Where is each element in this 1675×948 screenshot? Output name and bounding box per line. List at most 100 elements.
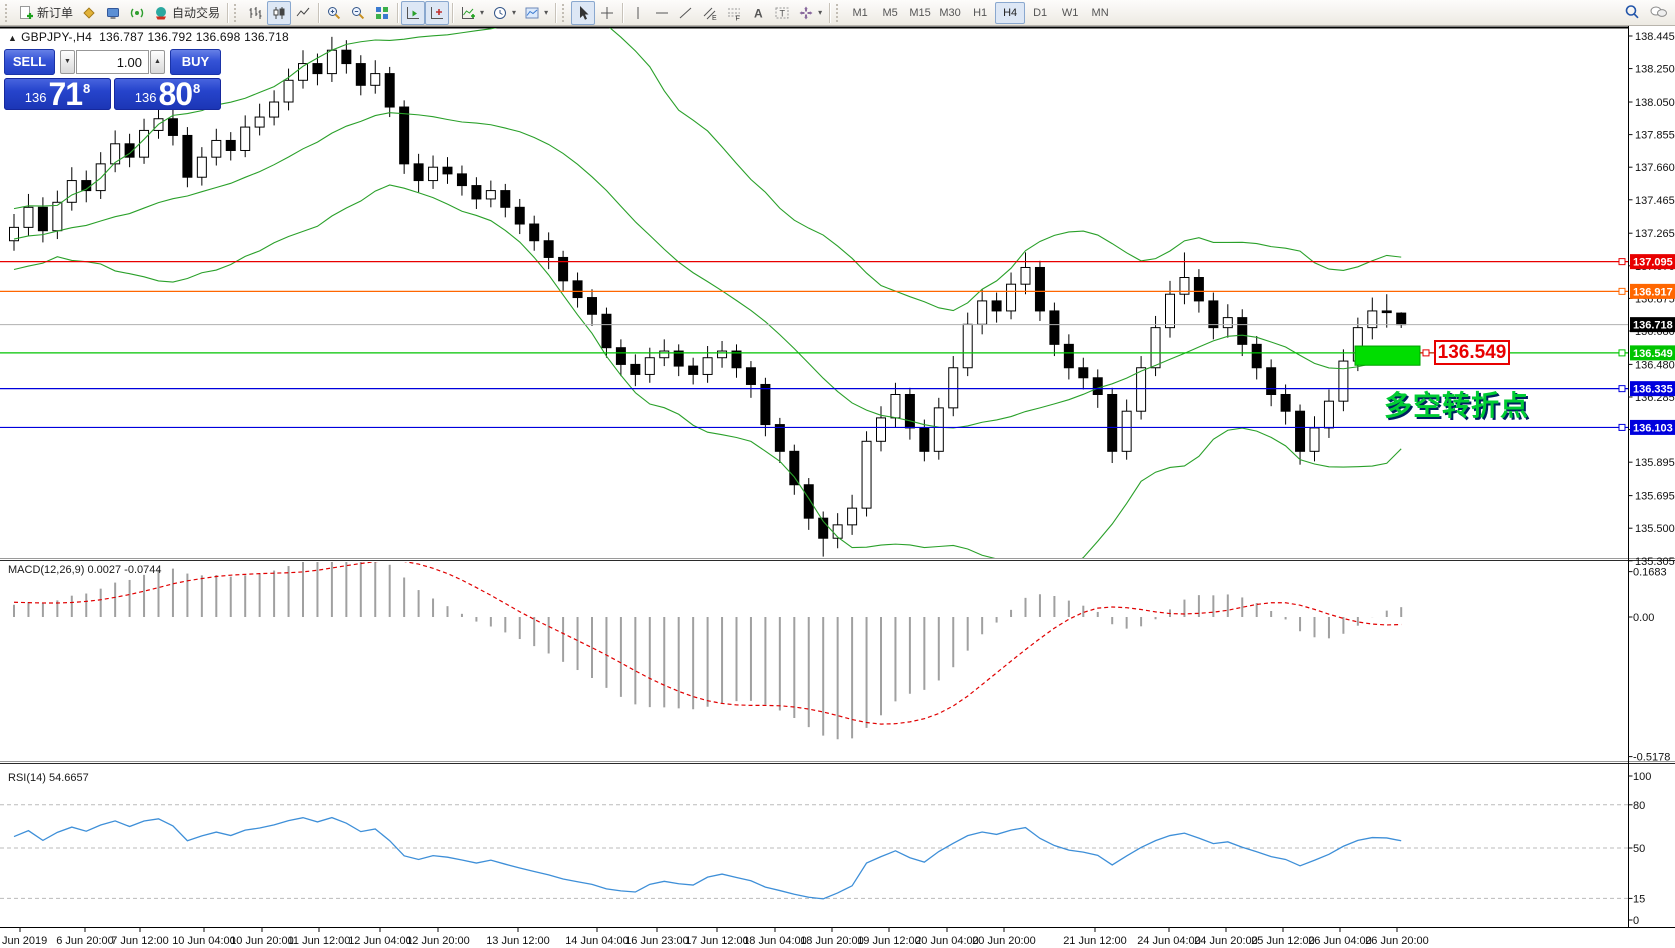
timeframe-M1[interactable]: M1 — [852, 6, 868, 19]
vertical-line-icon — [637, 6, 639, 19]
zoom-out-button[interactable] — [346, 1, 370, 25]
cursor-icon — [580, 5, 589, 20]
macd-signal-line — [13, 562, 1402, 725]
svg-text:14 Jun 04:00: 14 Jun 04:00 — [565, 935, 629, 947]
timeframe-MN[interactable]: MN — [1091, 6, 1109, 19]
macd-layer — [13, 562, 1403, 740]
chart-window[interactable]: 138.445 138.250 138.050 137.855 137.660 137.4… — [0, 26, 1675, 948]
signals-button[interactable] — [125, 1, 149, 25]
svg-text:137.465: 137.465 — [1635, 195, 1675, 207]
svg-text:135.695: 135.695 — [1635, 491, 1675, 503]
search-icon — [1625, 5, 1639, 19]
volume-decrease-button[interactable]: ▼ — [60, 50, 75, 74]
sell-price-prefix: 136 — [24, 90, 47, 105]
buy-price-button[interactable]: 136 80 8 — [114, 78, 221, 110]
styler-button[interactable] — [77, 1, 101, 25]
level-handle[interactable] — [1618, 423, 1626, 431]
chart-shift-button[interactable] — [425, 0, 450, 25]
bollinger-bands — [13, 28, 1402, 558]
volume-input[interactable] — [76, 50, 149, 74]
svg-text:6 Jun 2019: 6 Jun 2019 — [0, 935, 47, 947]
svg-text:137.095: 137.095 — [1633, 257, 1673, 269]
rsi-layer — [13, 816, 1402, 900]
candlestick-mode-button[interactable] — [267, 0, 292, 25]
text-tool-button[interactable]: A — [746, 1, 770, 25]
sell-price-button[interactable]: 136 71 8 — [4, 78, 111, 110]
level-handle[interactable] — [1618, 349, 1626, 357]
new-order-button[interactable]: 新订单 — [14, 1, 77, 25]
price-axis: 138.445 138.250 138.050 137.855 137.660 137.4… — [1628, 31, 1675, 927]
zoom-in-icon — [328, 6, 341, 19]
ohlc-low: 136.698 — [195, 30, 241, 44]
bar-chart-mode-button[interactable] — [243, 1, 267, 25]
price-tag-annotation[interactable]: 136.549 — [1434, 340, 1510, 365]
buy-price-big: 80 — [158, 76, 193, 112]
axis-label-136.917 — [1630, 283, 1675, 299]
crosshair-tool-button[interactable] — [595, 1, 619, 25]
channel-tool-button[interactable]: E — [698, 1, 722, 25]
bar-chart-icon — [249, 6, 262, 19]
zoom-out-icon — [352, 6, 365, 19]
timeframe-H1[interactable]: H1 — [973, 6, 988, 19]
toolbar: 新订单 自动交易 — [0, 0, 1675, 26]
svg-text:136.335: 136.335 — [1633, 384, 1673, 396]
tile-windows-icon — [376, 6, 389, 19]
arrows-caret: ▾ — [818, 8, 823, 17]
periods-button[interactable]: ▾ — [488, 1, 520, 25]
svg-text:12 Jun 20:00: 12 Jun 20:00 — [406, 935, 470, 947]
indicators-button[interactable]: ▾ — [456, 1, 488, 25]
svg-text:25 Jun 12:00: 25 Jun 12:00 — [1251, 935, 1315, 947]
svg-text:0.1683: 0.1683 — [1633, 567, 1667, 579]
collapse-arrow-icon[interactable]: ▲ — [8, 33, 18, 43]
tile-windows-button[interactable] — [370, 1, 394, 25]
terminal-button[interactable] — [101, 1, 125, 25]
fibonacci-tool-button[interactable]: F — [722, 1, 746, 25]
vertical-line-tool-button[interactable] — [626, 1, 650, 25]
zoom-in-button[interactable] — [322, 1, 346, 25]
rsi-indicator-label: RSI(14) 54.6657 — [8, 772, 89, 784]
timeframe-D1[interactable]: D1 — [1033, 6, 1048, 19]
template-icon — [525, 7, 539, 18]
text-icon: A — [754, 6, 763, 20]
price-axis-labels: 137.095 136.917 136.549 136.335 136.103 136.7… — [1618, 254, 1675, 435]
level-handle[interactable] — [1618, 258, 1626, 266]
price-tag-handle[interactable] — [1422, 349, 1430, 357]
chat-button[interactable] — [1645, 1, 1673, 25]
trendline-tool-button[interactable] — [674, 1, 698, 25]
buy-button[interactable]: BUY — [170, 49, 221, 75]
chart-canvas[interactable]: 138.445 138.250 138.050 137.855 137.660 137.4… — [0, 26, 1675, 948]
cursor-tool-button[interactable] — [571, 0, 596, 25]
timeframe-M5[interactable]: M5 — [882, 6, 898, 19]
svg-text:26 Jun 04:00: 26 Jun 04:00 — [1308, 935, 1372, 947]
svg-text:80: 80 — [1633, 800, 1645, 812]
volume-increase-button[interactable]: ▲ — [150, 50, 165, 74]
arrows-tool-button[interactable]: ▾ — [794, 1, 826, 25]
level-lines[interactable] — [0, 261, 1628, 429]
level-handle[interactable] — [1618, 385, 1626, 393]
timeframe-M30[interactable]: M30 — [939, 6, 961, 19]
timeframe-W1[interactable]: W1 — [1061, 6, 1079, 19]
line-chart-icon — [296, 7, 310, 16]
support-zone-rect[interactable] — [1354, 345, 1421, 366]
sell-button[interactable]: SELL — [4, 49, 55, 75]
svg-text:137.660: 137.660 — [1635, 162, 1675, 174]
templates-button[interactable]: ▾ — [520, 1, 552, 25]
level-handle[interactable] — [1618, 287, 1626, 295]
search-button[interactable] — [1620, 1, 1645, 25]
auto-trading-button[interactable]: 自动交易 — [149, 1, 224, 25]
timeframe-H4[interactable]: H4 — [995, 1, 1026, 24]
rsi-line — [13, 816, 1402, 900]
text-label-tool-button[interactable]: T — [770, 1, 794, 25]
buy-price-prefix: 136 — [134, 90, 157, 105]
indicators-icon — [462, 6, 476, 19]
timeframe-M15[interactable]: M15 — [909, 6, 931, 19]
symbol-info[interactable]: ▲ GBPJPY-,H4 136.787 136.792 136.698 136.… — [8, 30, 289, 44]
annotation-cn-text[interactable]: 多空转折点 — [1384, 390, 1530, 421]
line-chart-mode-button[interactable] — [291, 1, 315, 25]
svg-text:20 Jun 04:00: 20 Jun 04:00 — [915, 935, 979, 947]
trendline-icon — [679, 7, 692, 18]
horizontal-line-tool-button[interactable] — [650, 1, 674, 25]
toolbar-grip[interactable] — [5, 3, 11, 22]
auto-scroll-button[interactable] — [401, 0, 426, 25]
